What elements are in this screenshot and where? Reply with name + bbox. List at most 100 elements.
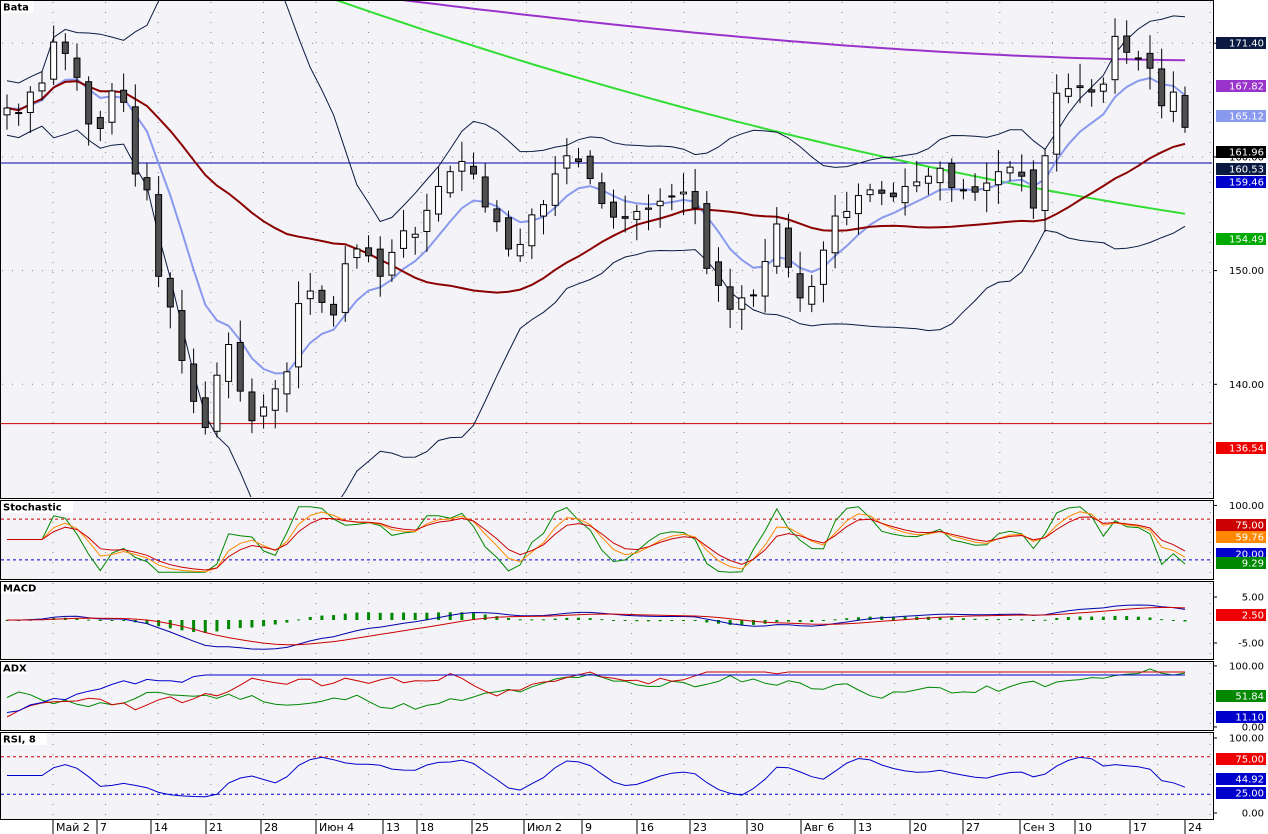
panel-frame bbox=[0, 581, 1214, 660]
candlestick bbox=[1053, 74, 1061, 172]
candle-body bbox=[248, 391, 256, 422]
candlestick bbox=[260, 394, 268, 429]
macd-histogram-bar bbox=[1090, 616, 1094, 620]
candlestick bbox=[1181, 86, 1189, 133]
candlestick bbox=[38, 70, 46, 101]
candlestick bbox=[295, 281, 303, 389]
x-tick-label: 17 bbox=[1133, 821, 1147, 834]
value-tag-label: 25.00 bbox=[1235, 789, 1264, 800]
panel-frame bbox=[0, 500, 1214, 580]
value-tag-label: 59.76 bbox=[1235, 533, 1264, 544]
candlestick bbox=[1134, 50, 1142, 71]
value-tag bbox=[1216, 519, 1266, 531]
macd-histogram-bar bbox=[87, 619, 91, 621]
candlestick bbox=[679, 173, 687, 216]
x-tick-label: 25 bbox=[475, 821, 489, 834]
macd-histogram-bar bbox=[460, 612, 464, 620]
value-tag-label: 165.12 bbox=[1229, 112, 1264, 123]
candlestick bbox=[761, 238, 769, 313]
candle-body bbox=[435, 185, 443, 215]
candlestick bbox=[889, 182, 897, 202]
macd-histogram-bar bbox=[1008, 619, 1012, 621]
candlestick bbox=[271, 379, 279, 429]
candle-body bbox=[15, 112, 23, 115]
macd-histogram-bar bbox=[775, 620, 779, 622]
value-tag-label: 136.54 bbox=[1229, 444, 1264, 455]
value-tag bbox=[1216, 711, 1266, 723]
candlestick bbox=[3, 94, 11, 130]
macd-line bbox=[6, 604, 1186, 650]
macd-histogram-bar bbox=[518, 619, 522, 621]
value-tag bbox=[1216, 753, 1266, 765]
macd-histogram-bar bbox=[786, 620, 790, 622]
candlestick bbox=[213, 362, 221, 438]
candle-body bbox=[318, 289, 326, 303]
macd-histogram-bar bbox=[693, 620, 697, 621]
candle-body bbox=[924, 175, 932, 184]
candlestick bbox=[1169, 71, 1177, 123]
candle-body bbox=[353, 248, 361, 259]
value-tag bbox=[1216, 110, 1266, 122]
candlestick bbox=[61, 33, 69, 71]
macd-histogram-bar bbox=[565, 617, 569, 620]
candlestick bbox=[784, 213, 792, 278]
candle-body bbox=[166, 277, 174, 308]
value-tag-label: 20.00 bbox=[1235, 550, 1264, 561]
macd-histogram-bar bbox=[472, 612, 476, 620]
macd-histogram-bar bbox=[891, 616, 895, 620]
candlestick bbox=[411, 226, 419, 255]
panel-title-bg bbox=[1, 733, 47, 745]
macd-histogram-bar bbox=[332, 615, 336, 620]
candlestick bbox=[190, 348, 198, 414]
x-tick-label: Июл 2 bbox=[527, 821, 562, 834]
x-tick-label: 21 bbox=[209, 821, 223, 834]
y-tick-label: 0.00 bbox=[1242, 809, 1264, 820]
x-tick-label: 30 bbox=[750, 821, 764, 834]
macd-histogram-bar bbox=[122, 620, 126, 621]
candle-body bbox=[213, 374, 221, 432]
candlestick bbox=[540, 199, 548, 235]
candle-body bbox=[446, 171, 454, 194]
panel-title: MACD bbox=[3, 584, 36, 595]
candle-body bbox=[691, 191, 699, 209]
candlestick bbox=[866, 183, 874, 203]
candlestick bbox=[528, 208, 536, 260]
candlestick bbox=[668, 183, 676, 211]
candle-body bbox=[85, 81, 93, 125]
panel-title: Stochastic bbox=[3, 503, 62, 514]
x-tick-label: 10 bbox=[1078, 821, 1092, 834]
candlestick bbox=[131, 84, 139, 187]
candlestick bbox=[633, 204, 641, 241]
x-tick-label: 9 bbox=[585, 821, 592, 834]
macd-histogram-bar bbox=[728, 620, 732, 625]
y-tick-label: 150.00 bbox=[1229, 266, 1264, 277]
candle-body bbox=[388, 251, 396, 276]
macd-histogram-bar bbox=[413, 612, 417, 620]
candle-body bbox=[178, 310, 186, 361]
candle-body bbox=[878, 189, 886, 194]
value-tag bbox=[1216, 609, 1266, 621]
macd-histogram-bar bbox=[448, 612, 452, 620]
candle-body bbox=[341, 263, 349, 313]
macd-histogram-bar bbox=[705, 620, 709, 623]
candle-body bbox=[971, 186, 979, 193]
macd-histogram-bar bbox=[600, 619, 604, 621]
candle-body bbox=[703, 203, 711, 269]
candle-body bbox=[808, 286, 816, 305]
candle-body bbox=[598, 182, 606, 205]
value-tag-label: 2.50 bbox=[1242, 611, 1264, 622]
macd-histogram-bar bbox=[250, 620, 254, 628]
candle-body bbox=[1123, 35, 1131, 53]
value-tag-label: 75.00 bbox=[1235, 521, 1264, 532]
candle-body bbox=[983, 182, 991, 191]
candle-body bbox=[644, 207, 652, 210]
candlestick bbox=[575, 147, 583, 168]
candle-body bbox=[481, 176, 489, 208]
candlestick bbox=[808, 274, 816, 313]
candle-body bbox=[143, 177, 151, 191]
candlestick bbox=[831, 194, 839, 269]
candlestick bbox=[691, 168, 699, 225]
candlestick bbox=[598, 172, 606, 209]
macd-histogram-bar bbox=[1183, 620, 1187, 622]
